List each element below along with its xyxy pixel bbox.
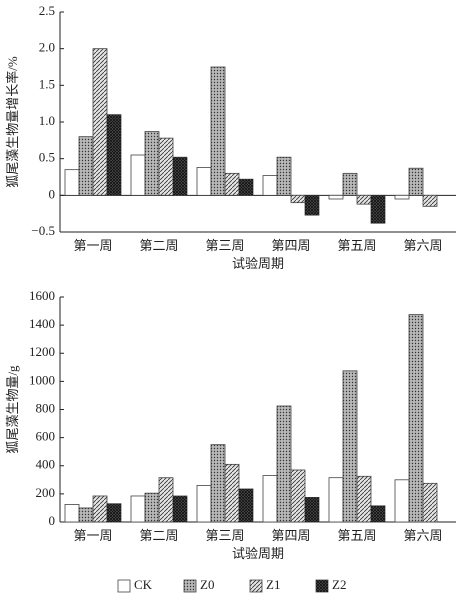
bar-hatch (173, 157, 187, 196)
bar-hatch (371, 505, 385, 522)
bar-hatch (305, 195, 319, 216)
x-tick-label: 第四周 (271, 238, 310, 253)
bar-hatch (197, 485, 211, 522)
bar-hatch (239, 179, 253, 196)
y-tick-label: 0 (49, 513, 56, 528)
y-tick-label: 1200 (29, 344, 55, 359)
bar-hatch (93, 48, 107, 196)
x-tick-label: 第一周 (73, 238, 112, 253)
y-tick-label: 2.5 (39, 3, 55, 18)
bar-hatch (79, 136, 93, 196)
bar-hatch (329, 195, 343, 199)
x-tick-label: 第三周 (205, 528, 244, 543)
legend-label: Z1 (266, 577, 280, 592)
bar-hatch (65, 169, 79, 196)
bar-hatch (291, 469, 305, 522)
bar-hatch (65, 504, 79, 522)
y-tick-label: 1600 (29, 288, 55, 303)
y-tick-label: 1000 (29, 372, 55, 387)
y-axis-label: 狐尾藻生物量/g (5, 365, 20, 454)
bar-hatch (357, 476, 371, 522)
bar-hatch (329, 477, 343, 522)
bar-hatch (107, 114, 121, 196)
bar-hatch (277, 157, 291, 196)
bar-hatch (197, 167, 211, 196)
bar-hatch (145, 131, 159, 196)
bar-hatch (131, 495, 145, 522)
y-tick-label: 0 (49, 186, 56, 201)
bar-hatch (357, 195, 371, 205)
bar-hatch (173, 495, 187, 522)
y-tick-label: 1400 (29, 316, 55, 331)
bar-hatch (263, 475, 277, 522)
bar-hatch (79, 507, 93, 522)
y-axis-label: 狐尾藻生物量增长率/% (5, 56, 20, 188)
x-tick-label: 第三周 (205, 238, 244, 253)
y-tick-label: 200 (36, 485, 56, 500)
legend-hatch (184, 580, 196, 592)
x-axis-label: 试验周期 (232, 256, 284, 271)
bar-hatch (409, 314, 423, 522)
bar-hatch (239, 488, 253, 522)
bar-hatch (159, 477, 173, 522)
bar-hatch (423, 195, 437, 207)
legend-hatch (250, 580, 262, 592)
bar-hatch (343, 370, 357, 522)
bar-hatch (159, 138, 173, 196)
x-tick-label: 第二周 (139, 528, 178, 543)
x-tick-label: 第五周 (337, 238, 376, 253)
y-tick-label: 1.5 (39, 76, 55, 91)
bar-hatch (277, 405, 291, 522)
bar-hatch (145, 493, 159, 522)
bar-hatch (371, 195, 385, 224)
bar-hatch (211, 444, 225, 522)
bar-hatch (343, 173, 357, 196)
legend-hatch (316, 580, 328, 592)
legend-label: Z2 (332, 577, 346, 592)
y-tick-label: 400 (36, 457, 56, 472)
x-tick-label: 第二周 (139, 238, 178, 253)
x-tick-label: 第一周 (73, 528, 112, 543)
legend-label: Z0 (200, 577, 214, 592)
bar-hatch (263, 175, 277, 196)
y-tick-label: −0.5 (31, 223, 55, 238)
y-tick-label: 0.5 (39, 150, 55, 165)
bar-hatch (395, 479, 409, 522)
y-tick-label: 1.0 (39, 113, 55, 128)
x-tick-label: 第五周 (337, 528, 376, 543)
bar-hatch (395, 195, 409, 199)
x-axis-label: 试验周期 (232, 546, 284, 561)
x-tick-label: 第六周 (403, 238, 442, 253)
bar-hatch (131, 155, 145, 196)
bar-hatch (291, 195, 305, 203)
x-tick-label: 第六周 (403, 528, 442, 543)
bar-hatch (409, 168, 423, 196)
bar-hatch (423, 483, 437, 522)
y-tick-label: 2.0 (39, 40, 55, 55)
bar-hatch (211, 67, 225, 196)
x-tick-label: 第四周 (271, 528, 310, 543)
legend-hatch (118, 580, 130, 592)
legend-label: CK (134, 577, 153, 592)
bar-hatch (107, 503, 121, 522)
bar-hatch (93, 495, 107, 522)
bar-hatch (225, 173, 239, 196)
y-tick-label: 800 (36, 400, 56, 415)
bar-hatch (305, 497, 319, 522)
y-tick-label: 600 (36, 429, 56, 444)
bar-hatch (225, 464, 239, 522)
